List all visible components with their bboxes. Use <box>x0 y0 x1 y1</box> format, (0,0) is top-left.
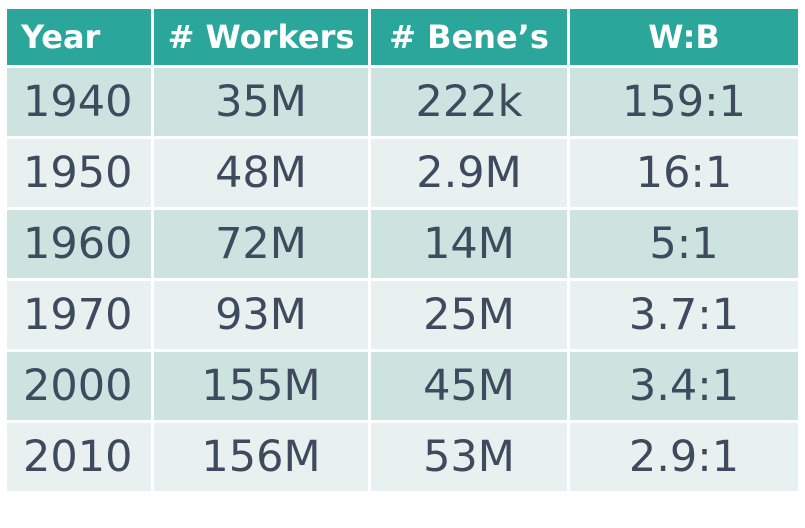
cell-workers: 93M <box>154 281 368 349</box>
cell-beneficiaries: 2.9M <box>371 139 567 207</box>
cell-ratio: 16:1 <box>570 139 798 207</box>
data-table-container: Year # Workers # Bene’s W:B 1940 35M 222… <box>4 6 798 494</box>
cell-workers: 48M <box>154 139 368 207</box>
cell-year: 1950 <box>7 139 151 207</box>
cell-year: 1970 <box>7 281 151 349</box>
cell-beneficiaries: 222k <box>371 68 567 136</box>
cell-year: 2010 <box>7 423 151 491</box>
cell-workers: 156M <box>154 423 368 491</box>
cell-ratio: 5:1 <box>570 210 798 278</box>
cell-year: 1960 <box>7 210 151 278</box>
cell-ratio: 159:1 <box>570 68 798 136</box>
table-row: 2010 156M 53M 2.9:1 <box>7 423 798 491</box>
cell-workers: 35M <box>154 68 368 136</box>
cell-workers: 155M <box>154 352 368 420</box>
cell-beneficiaries: 25M <box>371 281 567 349</box>
header-row: Year # Workers # Bene’s W:B <box>7 9 798 65</box>
cell-ratio: 2.9:1 <box>570 423 798 491</box>
header-ratio: W:B <box>570 9 798 65</box>
cell-beneficiaries: 53M <box>371 423 567 491</box>
cell-workers: 72M <box>154 210 368 278</box>
table-row: 2000 155M 45M 3.4:1 <box>7 352 798 420</box>
cell-ratio: 3.7:1 <box>570 281 798 349</box>
cell-beneficiaries: 45M <box>371 352 567 420</box>
table-row: 1940 35M 222k 159:1 <box>7 68 798 136</box>
workers-beneficiaries-table: Year # Workers # Bene’s W:B 1940 35M 222… <box>4 6 801 494</box>
cell-ratio: 3.4:1 <box>570 352 798 420</box>
table-row: 1960 72M 14M 5:1 <box>7 210 798 278</box>
cell-beneficiaries: 14M <box>371 210 567 278</box>
cell-year: 1940 <box>7 68 151 136</box>
table-row: 1970 93M 25M 3.7:1 <box>7 281 798 349</box>
header-beneficiaries: # Bene’s <box>371 9 567 65</box>
header-workers: # Workers <box>154 9 368 65</box>
cell-year: 2000 <box>7 352 151 420</box>
header-year: Year <box>7 9 151 65</box>
table-row: 1950 48M 2.9M 16:1 <box>7 139 798 207</box>
